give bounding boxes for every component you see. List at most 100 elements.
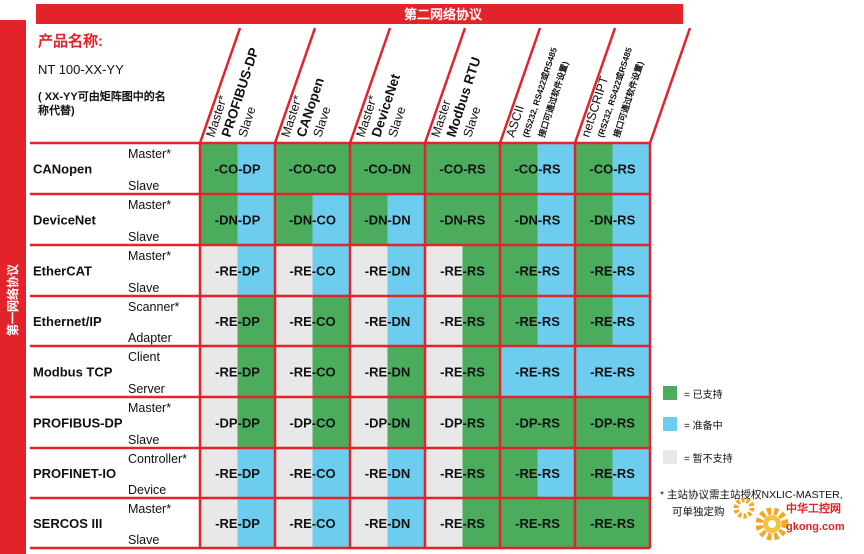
cell-right-swatch <box>312 448 350 498</box>
row-role-bottom: Slave <box>128 179 159 193</box>
matrix-cell: -RE-CO <box>275 448 350 498</box>
cell-code: -RE-RS <box>440 314 485 329</box>
matrix-cell: -DN-RS <box>575 194 650 245</box>
cell-code: -RE-RS <box>590 516 635 531</box>
cell-code: -RE-RS <box>440 365 485 380</box>
cell-code: -RE-DN <box>365 365 411 380</box>
cell-left-swatch <box>425 346 463 397</box>
row-role-bottom: Adapter <box>128 331 172 345</box>
cell-left-swatch <box>425 245 463 296</box>
cell-left-swatch <box>275 194 313 245</box>
matrix-cell: -RE-DP <box>200 346 275 397</box>
matrix-cell: -RE-RS <box>425 498 500 548</box>
matrix-cell: -CO-CO <box>275 143 350 194</box>
row-role-top: Master* <box>128 249 171 263</box>
cell-right-swatch <box>312 397 350 448</box>
row-role-top: Controller* <box>128 452 187 466</box>
row-protocol-name: EtherCAT <box>33 264 92 279</box>
cell-left-swatch <box>275 397 313 448</box>
matrix-cell: -RE-RS <box>425 346 500 397</box>
watermark-brand: 中华工控网 <box>786 501 841 515</box>
cell-left-swatch <box>200 143 238 194</box>
cell-left-swatch <box>500 346 538 397</box>
cell-right-swatch <box>237 448 275 498</box>
row-role-bottom: Device <box>128 483 166 497</box>
row-protocol-name: Modbus TCP <box>33 365 113 380</box>
matrix-cell: -CO-RS <box>500 143 575 194</box>
row-protocol-name: PROFIBUS-DP <box>33 416 123 431</box>
cell-code: -DP-RS <box>515 416 560 431</box>
matrix-cell: -RE-RS <box>500 245 575 296</box>
cell-right-swatch <box>237 245 275 296</box>
cell-left-swatch <box>575 498 613 548</box>
cell-right-swatch <box>387 296 425 346</box>
row-protocol-name: DeviceNet <box>33 213 97 228</box>
row-role-bottom: Slave <box>128 433 159 447</box>
cell-left-swatch <box>425 296 463 346</box>
cell-code: -CO-CO <box>289 162 337 177</box>
cell-right-swatch <box>612 448 650 498</box>
matrix-cell: -RE-CO <box>275 346 350 397</box>
legend-label: = 准备中 <box>684 419 723 432</box>
cell-left-swatch <box>275 448 313 498</box>
cell-code: -RE-CO <box>289 516 335 531</box>
matrix-cell: -RE-CO <box>275 296 350 346</box>
cell-left-swatch <box>350 346 388 397</box>
cell-code: -RE-RS <box>515 314 560 329</box>
cell-right-swatch <box>312 346 350 397</box>
legend-swatch <box>663 417 677 431</box>
cell-left-swatch <box>350 143 388 194</box>
matrix-cell: -RE-RS <box>575 448 650 498</box>
cell-right-swatch <box>537 448 575 498</box>
matrix-cell: -RE-DP <box>200 296 275 346</box>
matrix-cell: -RE-DN <box>350 448 425 498</box>
cell-left-swatch <box>575 194 613 245</box>
cell-code: -RE-RS <box>515 466 560 481</box>
footnote-line-1: * 主站协议需主站授权NXLIC-MASTER, <box>660 488 843 501</box>
cell-right-swatch <box>462 397 500 448</box>
matrix-cell: -DN-RS <box>425 194 500 245</box>
cell-left-swatch <box>425 498 463 548</box>
cell-code: -RE-DP <box>215 365 260 380</box>
matrix-cell: -RE-RS <box>575 296 650 346</box>
cell-right-swatch <box>462 346 500 397</box>
cell-code: -DP-DP <box>215 416 260 431</box>
cell-left-swatch <box>350 296 388 346</box>
product-title: 产品名称: <box>38 32 103 50</box>
matrix-cell: -RE-DP <box>200 245 275 296</box>
cell-right-swatch <box>237 194 275 245</box>
row-role-top: Master* <box>128 198 171 212</box>
matrix-cell: -DN-CO <box>275 194 350 245</box>
cell-left-swatch <box>350 245 388 296</box>
cell-code: -DN-DN <box>364 213 410 228</box>
matrix-cell: -RE-DN <box>350 346 425 397</box>
cell-code: -RE-DP <box>215 516 260 531</box>
matrix-cell: -DP-RS <box>575 397 650 448</box>
row-role-bottom: Slave <box>128 533 159 547</box>
cell-right-swatch <box>537 498 575 548</box>
cell-code: -RE-CO <box>289 314 335 329</box>
cell-left-swatch <box>575 346 613 397</box>
row-protocol-name: PROFINET-IO <box>33 466 116 481</box>
product-model: NT 100-XX-YY <box>38 62 124 77</box>
cell-code: -RE-RS <box>590 314 635 329</box>
cell-right-swatch <box>537 245 575 296</box>
cell-right-swatch <box>462 245 500 296</box>
legend-label: = 暂不支持 <box>684 452 733 465</box>
cell-code: -DN-RS <box>515 213 561 228</box>
cell-code: -DN-DP <box>215 213 261 228</box>
cell-code: -DN-RS <box>440 213 486 228</box>
cell-left-swatch <box>350 397 388 448</box>
cell-right-swatch <box>612 498 650 548</box>
cell-right-swatch <box>462 194 500 245</box>
cell-left-swatch <box>425 143 463 194</box>
cell-code: -RE-CO <box>289 264 335 279</box>
cell-left-swatch <box>350 448 388 498</box>
cell-right-swatch <box>312 245 350 296</box>
matrix-cell: -DP-RS <box>425 397 500 448</box>
top-banner <box>36 4 683 24</box>
cell-left-swatch <box>200 194 238 245</box>
column-header-divider <box>423 27 467 144</box>
cell-code: -RE-DP <box>215 314 260 329</box>
cell-code: -DN-CO <box>289 213 336 228</box>
